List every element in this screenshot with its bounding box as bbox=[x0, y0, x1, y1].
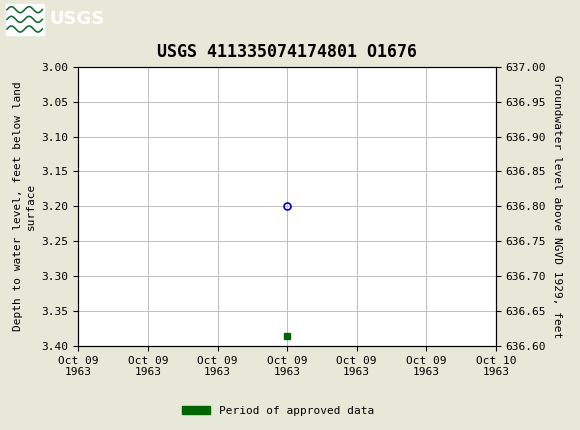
Legend: Period of approved data: Period of approved data bbox=[178, 401, 379, 420]
Y-axis label: Groundwater level above NGVD 1929, feet: Groundwater level above NGVD 1929, feet bbox=[552, 75, 561, 338]
Y-axis label: Depth to water level, feet below land
surface: Depth to water level, feet below land su… bbox=[13, 82, 36, 331]
Text: USGS: USGS bbox=[49, 10, 104, 28]
Title: USGS 411335074174801 O1676: USGS 411335074174801 O1676 bbox=[157, 43, 417, 61]
Bar bbox=[6, 4, 44, 35]
